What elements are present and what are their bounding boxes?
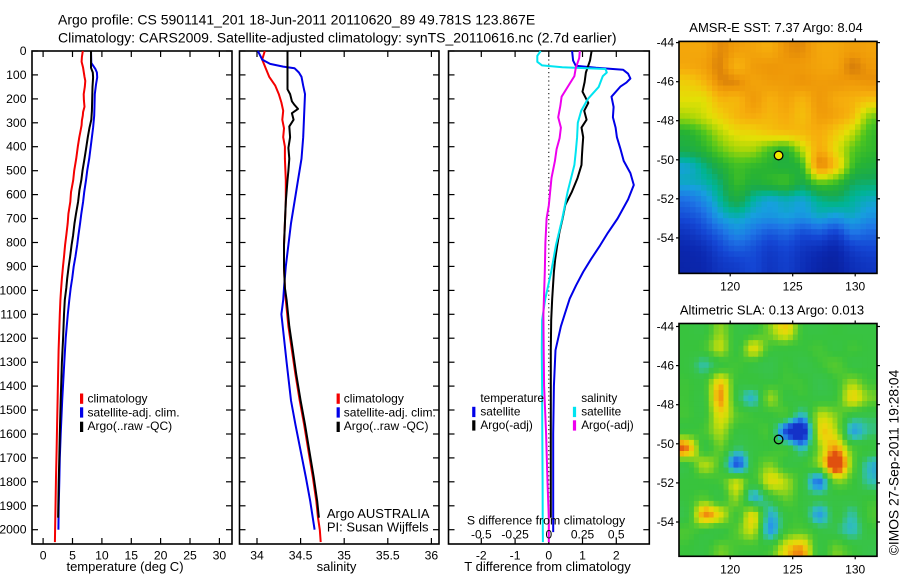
svg-text:-44: -44 [657, 36, 675, 50]
svg-text:-54: -54 [657, 231, 675, 245]
svg-text:125: 125 [783, 279, 803, 293]
svg-text:Argo(..raw -QC): Argo(..raw -QC) [344, 419, 429, 433]
svg-text:120: 120 [720, 563, 740, 577]
svg-text:1900: 1900 [0, 499, 27, 513]
svg-text:-50: -50 [657, 437, 675, 451]
svg-text:0: 0 [40, 549, 47, 563]
svg-text:0.5: 0.5 [608, 528, 625, 542]
svg-text:Argo(-adj): Argo(-adj) [480, 418, 533, 432]
svg-text:Climatology: CARS2009. Satelli: Climatology: CARS2009. Satellite-adjuste… [58, 29, 616, 45]
svg-text:400: 400 [6, 140, 27, 154]
svg-text:PI: Susan Wijffels: PI: Susan Wijffels [327, 520, 429, 535]
svg-text:1600: 1600 [0, 427, 27, 441]
svg-text:climatology: climatology [344, 392, 404, 406]
svg-text:200: 200 [6, 92, 27, 106]
svg-text:30: 30 [213, 549, 227, 563]
svg-text:Argo(..raw -QC): Argo(..raw -QC) [88, 419, 173, 433]
svg-text:36: 36 [425, 549, 439, 563]
svg-text:1000: 1000 [0, 283, 27, 297]
svg-text:-50: -50 [657, 153, 675, 167]
svg-text:-52: -52 [657, 476, 675, 490]
svg-text:temperature (deg C): temperature (deg C) [66, 559, 183, 574]
svg-text:0: 0 [545, 528, 552, 542]
svg-text:-0.25: -0.25 [501, 528, 529, 542]
svg-text:1300: 1300 [0, 355, 27, 369]
svg-text:300: 300 [6, 116, 27, 130]
svg-text:-0.5: -0.5 [471, 528, 492, 542]
svg-text:34: 34 [250, 549, 264, 563]
svg-text:130: 130 [845, 279, 865, 293]
svg-text:125: 125 [783, 563, 803, 577]
svg-text:1700: 1700 [0, 451, 27, 465]
svg-text:Altimetric SLA: 0.13 Argo: 0.0: Altimetric SLA: 0.13 Argo: 0.013 [680, 303, 864, 318]
svg-text:satellite: satellite [581, 405, 621, 419]
svg-text:600: 600 [6, 188, 27, 202]
svg-text:0.25: 0.25 [571, 528, 595, 542]
svg-text:1400: 1400 [0, 379, 27, 393]
svg-text:-46: -46 [657, 75, 675, 89]
svg-text:-48: -48 [657, 398, 675, 412]
svg-text:climatology: climatology [88, 392, 148, 406]
svg-text:-44: -44 [657, 320, 675, 334]
svg-text:1200: 1200 [0, 331, 27, 345]
svg-text:AMSR-E SST: 7.37 Argo: 8.04: AMSR-E SST: 7.37 Argo: 8.04 [689, 20, 862, 35]
svg-text:130: 130 [845, 563, 865, 577]
svg-text:temperature: temperature [480, 391, 544, 405]
svg-text:Argo profile: CS 5901141_201 1: Argo profile: CS 5901141_201 18-Jun-2011… [58, 12, 535, 28]
svg-text:satellite-adj. clim.: satellite-adj. clim. [344, 405, 436, 419]
svg-text:1100: 1100 [0, 307, 26, 321]
svg-text:25: 25 [183, 549, 197, 563]
svg-text:-54: -54 [657, 515, 675, 529]
svg-text:900: 900 [6, 259, 27, 273]
svg-text:salinity: salinity [581, 391, 617, 405]
svg-text:700: 700 [6, 212, 27, 226]
svg-text:120: 120 [720, 279, 740, 293]
svg-text:Argo(-adj): Argo(-adj) [581, 418, 634, 432]
svg-text:35.5: 35.5 [376, 549, 400, 563]
svg-text:satellite: satellite [480, 405, 520, 419]
svg-text:salinity: salinity [317, 559, 357, 574]
svg-text:-46: -46 [657, 359, 675, 373]
svg-text:-52: -52 [657, 192, 675, 206]
svg-text:800: 800 [6, 236, 27, 250]
svg-text:100: 100 [6, 68, 27, 82]
svg-text:34.5: 34.5 [289, 549, 313, 563]
svg-text:2000: 2000 [0, 523, 27, 537]
svg-text:1500: 1500 [0, 403, 27, 417]
svg-text:500: 500 [6, 164, 27, 178]
svg-text:S difference from climatology: S difference from climatology [467, 514, 626, 528]
svg-text:-48: -48 [657, 114, 675, 128]
svg-text:0: 0 [20, 44, 27, 58]
svg-text:satellite-adj. clim.: satellite-adj. clim. [88, 405, 180, 419]
svg-text:1800: 1800 [0, 475, 27, 489]
svg-text:T difference from climatology: T difference from climatology [464, 559, 631, 574]
svg-text:©IMOS 27-Sep-2011 19:28:04: ©IMOS 27-Sep-2011 19:28:04 [887, 369, 900, 555]
